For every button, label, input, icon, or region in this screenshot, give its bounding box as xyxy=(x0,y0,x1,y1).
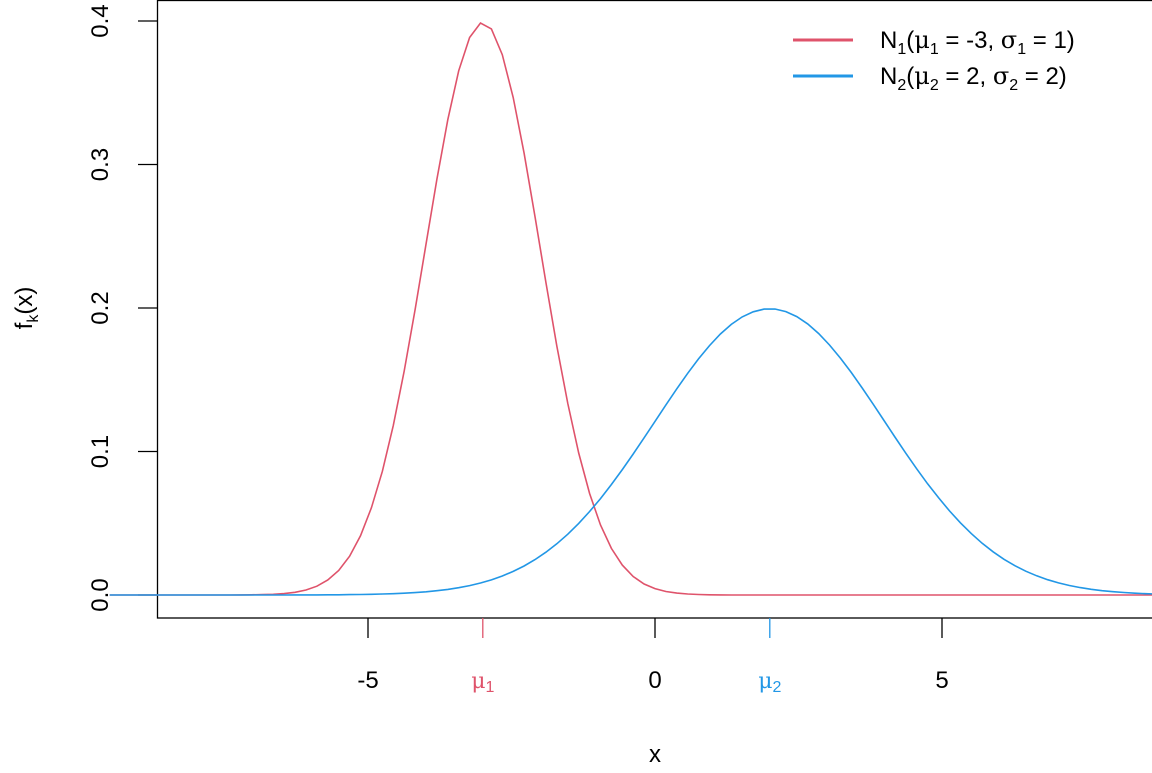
legend-label-n2: N2(μ2 = 2, σ2 = 2) xyxy=(880,62,1067,94)
y-tick-label: 0.3 xyxy=(87,148,114,181)
legend: N1(μ1 = -3, σ1 = 1) N2(μ2 = 2, σ2 = 2) xyxy=(793,26,1075,94)
series-n1-curve xyxy=(110,23,1152,595)
legend-item-n2: N2(μ2 = 2, σ2 = 2) xyxy=(793,62,1067,94)
y-tick-label: 0.2 xyxy=(87,291,114,324)
y-tick-label: 0.1 xyxy=(87,435,114,468)
x-tick-label: 5 xyxy=(935,667,948,694)
x-axis-label: x xyxy=(649,741,661,768)
mean-markers: μ1 μ2 xyxy=(471,618,781,696)
y-tick-label: 0.4 xyxy=(87,4,114,37)
mean-label-1: μ1 xyxy=(471,669,494,696)
mean-label-2: μ2 xyxy=(758,669,781,696)
legend-item-n1: N1(μ1 = -3, σ1 = 1) xyxy=(793,26,1075,58)
plot-frame xyxy=(158,1,1152,619)
y-axis-label: fk(x) xyxy=(11,287,42,330)
x-axis: -5 0 5 xyxy=(357,618,948,694)
series-n2-curve xyxy=(110,309,1152,595)
legend-label-n1: N1(μ1 = -3, σ1 = 1) xyxy=(880,26,1075,58)
x-tick-label: 0 xyxy=(648,667,661,694)
x-tick-label: -5 xyxy=(357,667,378,694)
y-axis: 0.00.10.20.30.4 xyxy=(87,4,157,611)
